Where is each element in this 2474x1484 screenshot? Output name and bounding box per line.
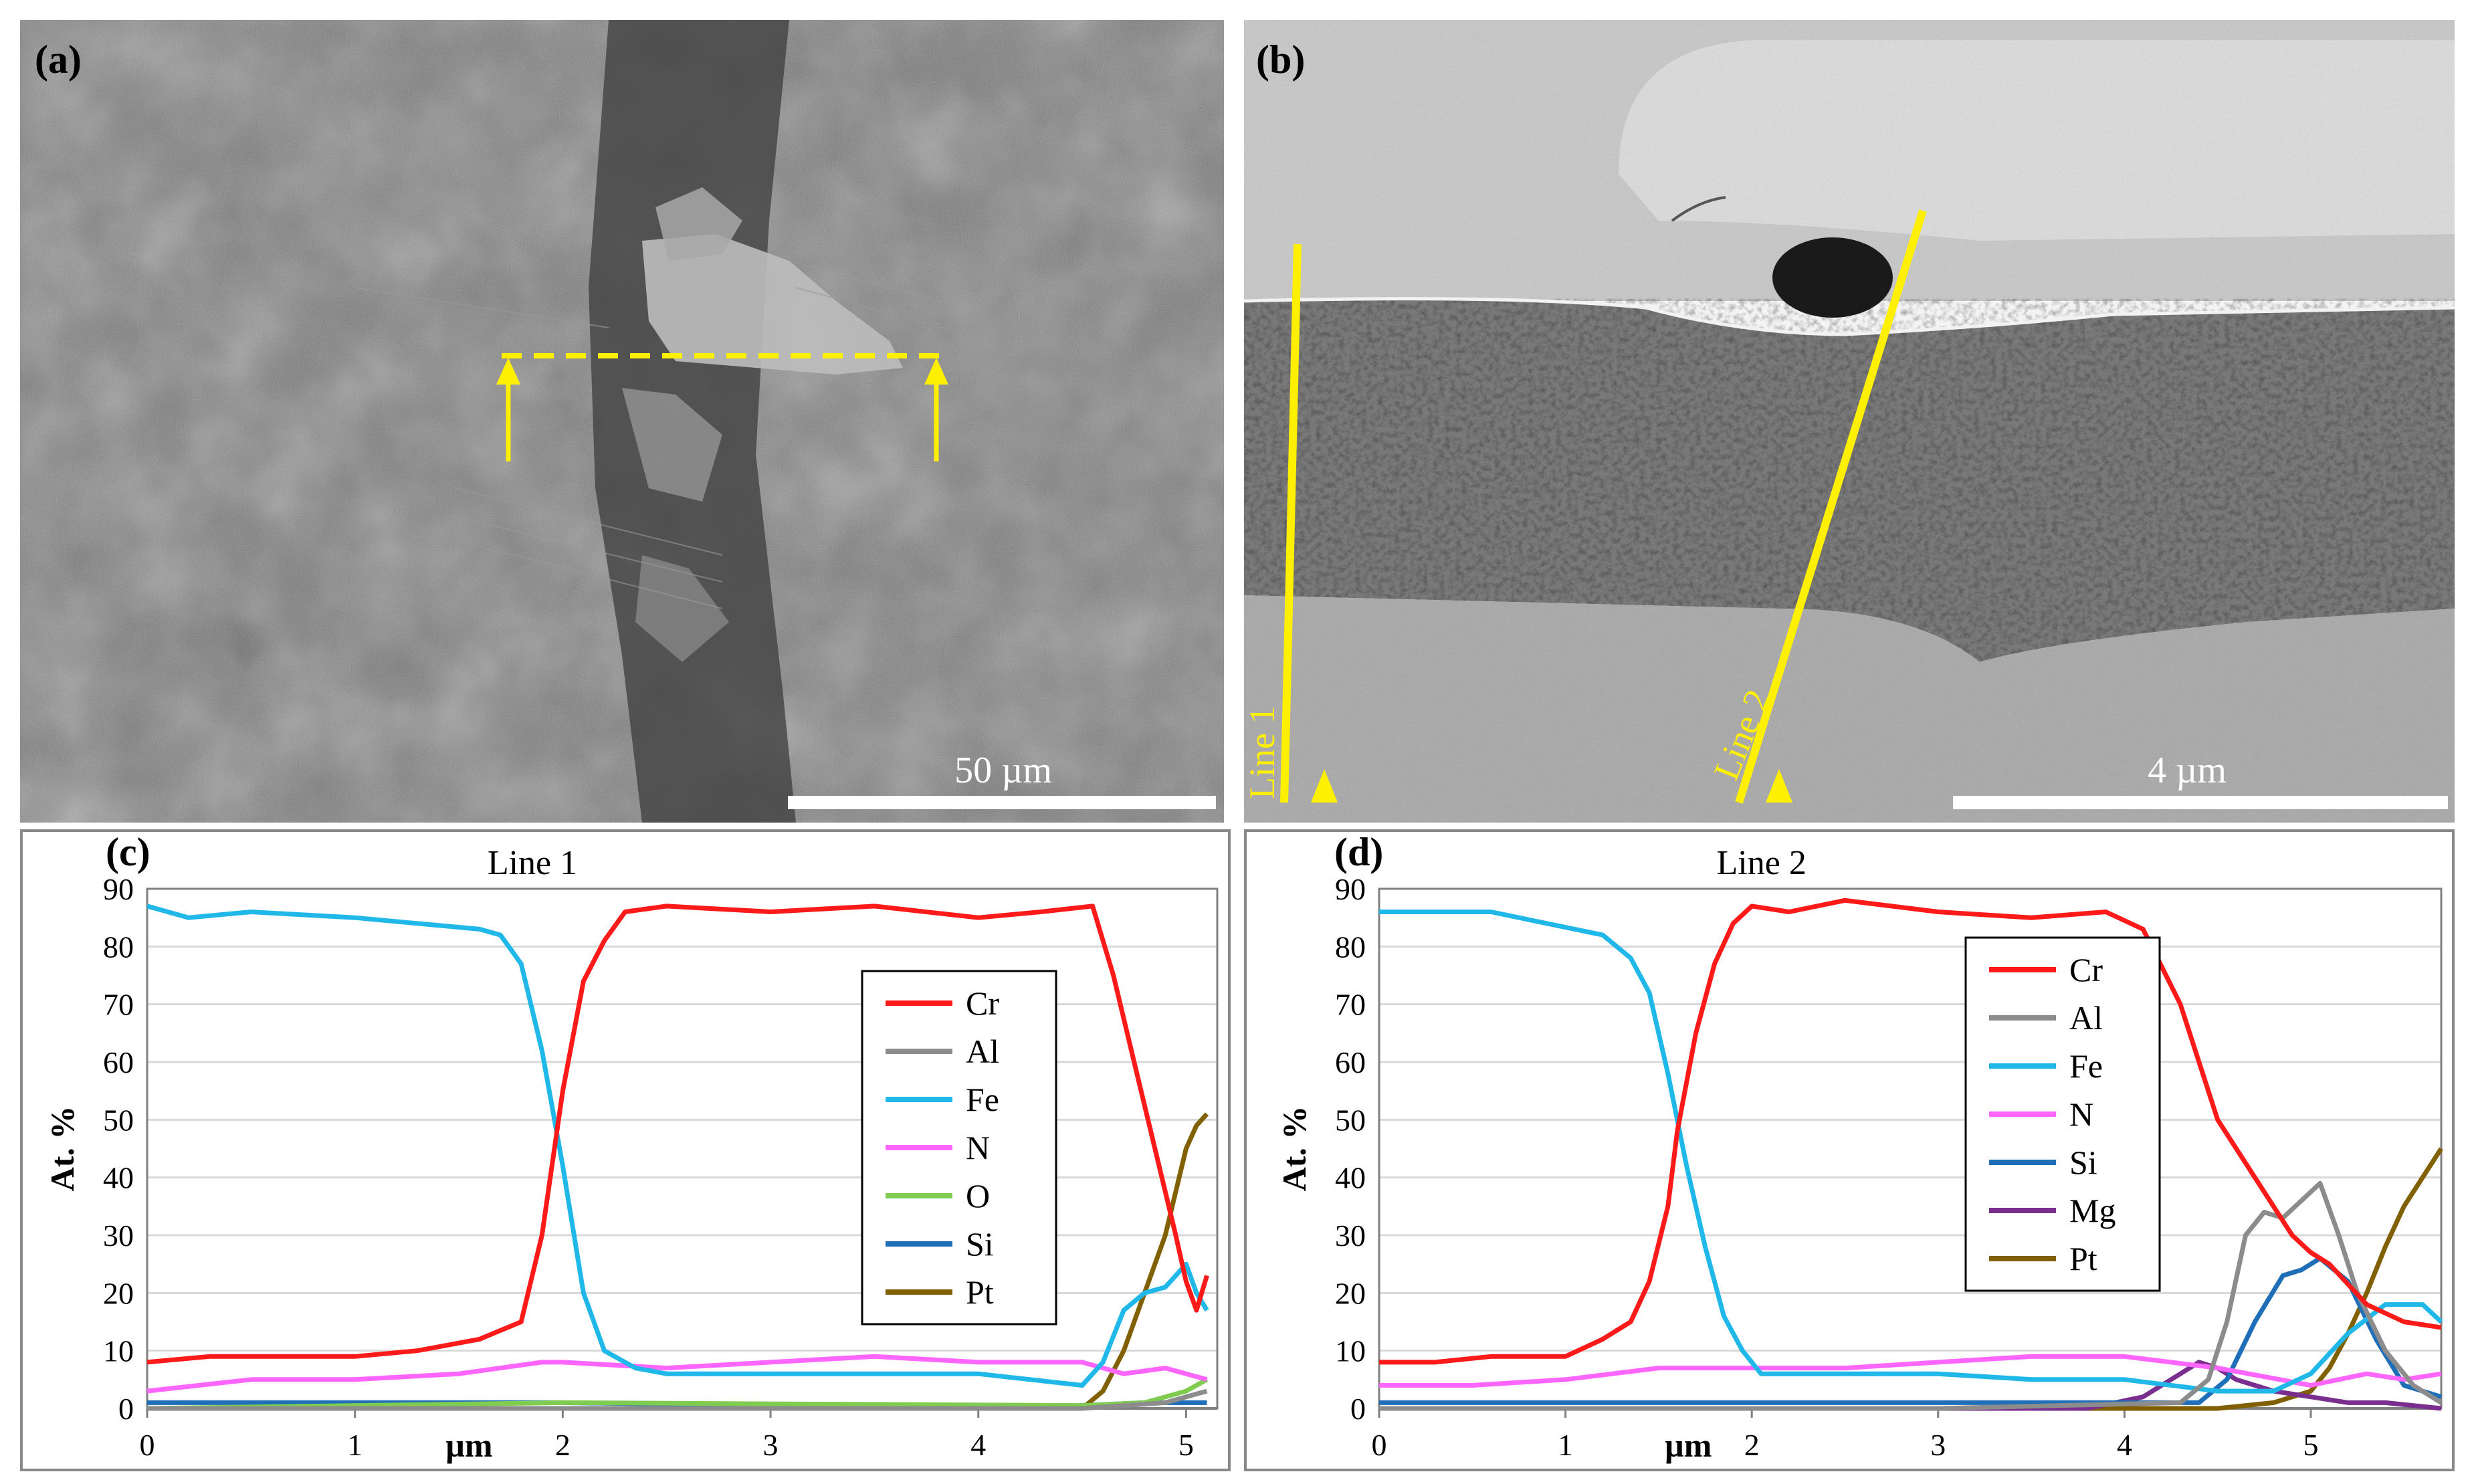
arrow-up-icon <box>924 358 948 461</box>
y-tick-label: 10 <box>103 1334 134 1368</box>
chart-frame-c: 0 10 20 30 40 50 60 70 80 90 0 1 2 3 4 5 Line 1 µm At. % Cr… <box>20 829 1231 1471</box>
y-tick-label: 80 <box>103 930 134 964</box>
chart-frame-d: 0 10 20 30 40 50 60 70 80 90 0 1 2 3 4 5 Line 2 µm At. % Cr… <box>1244 829 2455 1471</box>
y-tick-label: 40 <box>103 1161 134 1195</box>
y-tick-label: 90 <box>103 872 134 906</box>
series-line-cr <box>1379 897 2442 1365</box>
x-tick-label: 2 <box>1744 1428 1760 1462</box>
x-tick-label: 0 <box>1372 1428 1387 1462</box>
y-tick-label: 30 <box>103 1218 134 1253</box>
x-tick-label: 5 <box>1178 1428 1194 1462</box>
y-tick-label: 50 <box>103 1103 134 1137</box>
triangle-marker-icon <box>1311 769 1338 803</box>
series-line-fe <box>146 904 1209 1388</box>
line2-marker <box>1735 209 1927 804</box>
line1-marker <box>1280 243 1302 803</box>
legend-label-cr: Cr <box>2069 951 2103 988</box>
y-tick-label: 60 <box>1335 1045 1366 1079</box>
y-tick-label: 20 <box>103 1276 134 1310</box>
x-axis-label: µm <box>1665 1426 1712 1464</box>
scale-bar-a <box>788 796 1216 809</box>
sem-image-a: 50 µm <box>20 20 1224 823</box>
y-tick-label: 60 <box>103 1045 134 1079</box>
y-axis-label: At. % <box>1275 1106 1313 1192</box>
y-tick-label: 40 <box>1335 1161 1366 1195</box>
arrow-up-icon <box>496 358 520 461</box>
panel-label-d: (d) <box>1334 830 1384 874</box>
plot-area <box>1378 887 2443 1410</box>
pore <box>1772 237 1893 318</box>
legend-label-fe: Fe <box>966 1081 999 1118</box>
y-tick-label: 10 <box>1335 1334 1366 1368</box>
legend-label-n: N <box>2069 1095 2093 1133</box>
x-tick-label: 3 <box>1930 1428 1946 1462</box>
y-tick-label: 0 <box>1350 1392 1366 1426</box>
line1-label: Line 1 <box>1244 706 1282 799</box>
panel-label-b: (b) <box>1256 37 1306 82</box>
x-tick-label: 4 <box>2117 1428 2132 1462</box>
series-line-fe <box>1379 910 2443 1394</box>
scale-bar-b <box>1953 796 2448 809</box>
legend-label-cr: Cr <box>966 984 999 1022</box>
scratch-lines <box>354 260 991 609</box>
series-line-al <box>147 1388 1208 1411</box>
y-tick-label: 50 <box>1335 1103 1366 1137</box>
legend-label-fe: Fe <box>2069 1047 2103 1085</box>
legend-label-o: O <box>966 1177 990 1214</box>
legend-label-al: Al <box>2069 999 2103 1037</box>
series-line-cr <box>146 904 1209 1365</box>
y-tick-label: 20 <box>1335 1276 1366 1310</box>
x-tick-label: 2 <box>555 1428 571 1462</box>
x-axis-label: µm <box>445 1426 492 1464</box>
y-tick-label: 70 <box>103 988 134 1022</box>
x-tick-label: 4 <box>970 1428 986 1462</box>
panel-label-c: (c) <box>106 830 150 874</box>
x-tick-label: 1 <box>347 1428 363 1462</box>
y-tick-label: 0 <box>118 1392 134 1426</box>
x-tick-label: 5 <box>2303 1428 2318 1462</box>
series-line-n <box>1379 1354 2442 1388</box>
y-axis-label: At. % <box>43 1106 81 1192</box>
legend-label-al: Al <box>966 1033 999 1070</box>
x-tick-label: 0 <box>140 1428 155 1462</box>
legend-label-pt: Pt <box>2069 1240 2097 1277</box>
legend-label-pt: Pt <box>966 1273 994 1311</box>
scale-bar-b-label: 4 µm <box>2148 750 2227 791</box>
y-tick-label: 70 <box>1335 988 1366 1022</box>
sem-image-b-svg: Line 1 Line 2 4 µm <box>1244 20 2455 823</box>
x-tick-label: 1 <box>1558 1428 1573 1462</box>
series-line-n <box>146 1354 1208 1394</box>
y-tick-label: 30 <box>1335 1218 1366 1253</box>
chart-title: Line 1 <box>488 844 577 882</box>
legend-label-mg: Mg <box>2069 1192 2116 1229</box>
sem-image-b: Line 1 Line 2 4 µm <box>1244 20 2455 823</box>
chart-d: 0 10 20 30 40 50 60 70 80 90 0 1 2 3 4 5 Line 2 µm At. % Cr… <box>1275 844 2443 1464</box>
triangle-marker-icon <box>1766 769 1792 803</box>
chart-c: 0 10 20 30 40 50 60 70 80 90 0 1 2 3 4 5 Line 1 µm At. % Cr… <box>43 844 1219 1464</box>
y-tick-label: 80 <box>1335 930 1366 964</box>
legend-label-si: Si <box>966 1225 994 1263</box>
series-line-pt <box>1379 1147 2443 1411</box>
scale-bar-a-label: 50 µm <box>954 750 1052 791</box>
y-tick-label: 90 <box>1335 872 1366 906</box>
legend-label-n: N <box>966 1129 990 1166</box>
x-tick-label: 3 <box>763 1428 779 1462</box>
panel-label-a: (a) <box>35 37 82 82</box>
chart-title: Line 2 <box>1717 844 1807 882</box>
legend-label-si: Si <box>2069 1144 2097 1181</box>
sem-image-a-svg: 50 µm <box>20 20 1224 823</box>
